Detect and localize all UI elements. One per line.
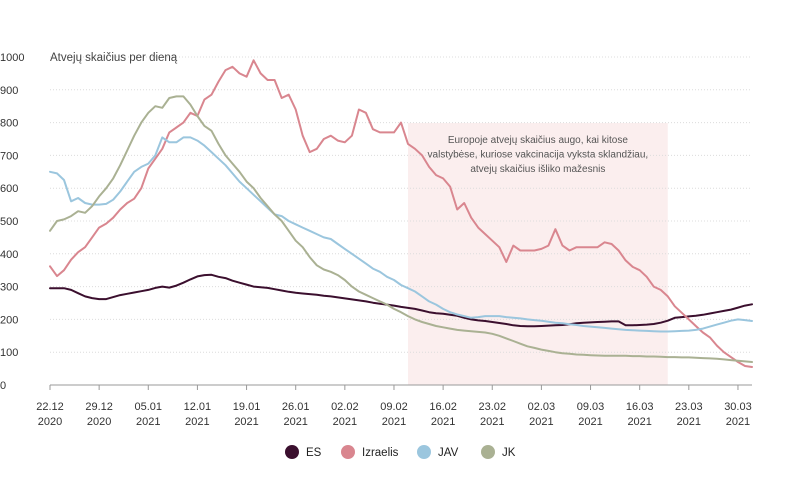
y-tick-label: 700 <box>0 150 18 162</box>
x-tick-label: 02.02 2021 <box>331 401 359 428</box>
y-tick-label: 0 <box>0 380 6 392</box>
y-tick-label: 300 <box>0 282 18 294</box>
series-line-izraelis <box>49 59 753 368</box>
series-line-es <box>49 273 753 328</box>
annotation-line: atvejų skaičius išliko mažesnis <box>470 164 605 175</box>
series-line-jk <box>49 95 753 363</box>
y-axis-unit-label: Atvejų skaičius per dieną <box>50 52 178 64</box>
y-tick-label: 500 <box>0 216 18 228</box>
y-tick-label: 100 <box>0 347 18 359</box>
x-tick-label: 30.03 2021 <box>724 401 752 428</box>
annotation: Europoje atvejų skaičius augo, kai kitos… <box>428 135 649 175</box>
series-lines <box>49 59 753 368</box>
x-tick-label: 09.03 2021 <box>577 401 605 428</box>
annotation-line: valstybėse, kuriose vakcinacija vyksta s… <box>428 150 649 161</box>
y-tick-label: 900 <box>0 85 18 97</box>
legend-label: JK <box>502 447 516 459</box>
series-line-jav <box>49 136 753 333</box>
x-tick-label: 09.02 2021 <box>380 401 408 428</box>
annotation-line: Europoje atvejų skaičius augo, kai kitos… <box>448 135 629 146</box>
x-tick-label: 16.03 2021 <box>626 401 654 428</box>
y-tick-label: 400 <box>0 249 18 261</box>
x-tick-label: 22.12 2020 <box>36 401 64 428</box>
legend-label: JAV <box>438 447 459 459</box>
x-tick-label: 29.12 2020 <box>85 401 113 428</box>
y-tick-label: 200 <box>0 314 18 326</box>
y-tick-label: 800 <box>0 118 18 130</box>
x-tick-label: 05.01 2021 <box>135 401 163 428</box>
x-tick-label: 12.01 2021 <box>184 401 212 428</box>
y-tick-label: 600 <box>0 183 18 195</box>
y-tick-label: 1000 <box>0 52 24 64</box>
x-axis-ticks: 22.12 2020 29.12 2020 05.01 2021 12.01 2021 19.0… <box>36 385 752 428</box>
highlight-band <box>408 123 668 385</box>
legend-swatch <box>341 445 355 459</box>
legend-label: Izraelis <box>362 447 399 459</box>
legend-label: ES <box>306 447 322 459</box>
legend: ES Izraelis JAV JK <box>285 445 516 459</box>
x-tick-label: 23.03 2021 <box>675 401 703 428</box>
x-tick-label: 02.03 2021 <box>528 401 556 428</box>
y-axis-ticks: 0 100 200 300 400 500 600 700 800 900 1000 <box>0 52 24 392</box>
legend-swatch <box>481 445 495 459</box>
x-tick-label: 16.02 2021 <box>429 401 457 428</box>
x-tick-label: 19.01 2021 <box>233 401 261 428</box>
legend-swatch <box>285 445 299 459</box>
x-tick-label: 23.02 2021 <box>478 401 506 428</box>
x-tick-label: 26.01 2021 <box>282 401 310 428</box>
legend-swatch <box>417 445 431 459</box>
